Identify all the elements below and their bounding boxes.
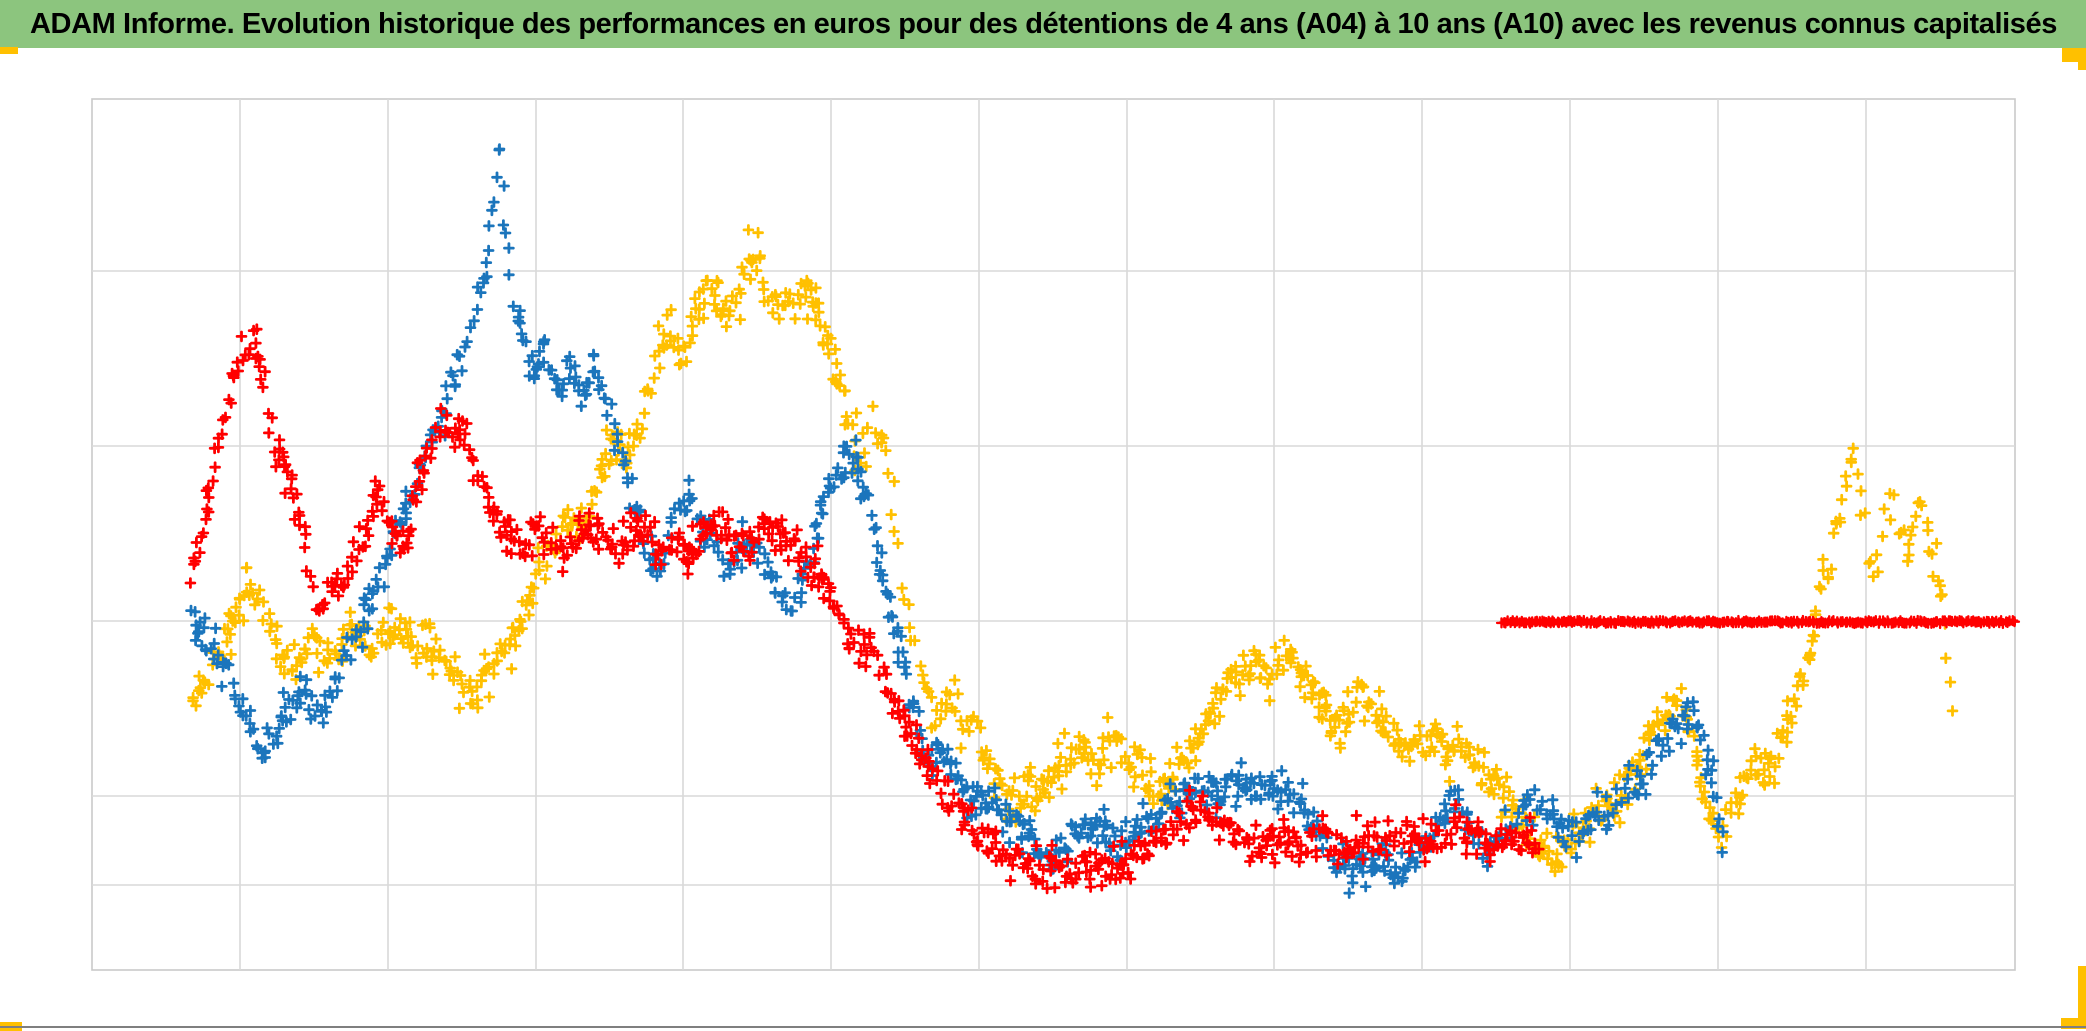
corner-accent-bottom-right-v <box>2078 966 2086 1022</box>
series-serie-or <box>187 224 1959 878</box>
bottom-border-rule <box>0 1026 2086 1028</box>
corner-accent-top-left <box>0 47 18 54</box>
corner-accent-top-right-v <box>2078 48 2086 70</box>
corner-accent-bottom-right-h <box>2061 1018 2086 1029</box>
series-serie-rouge <box>184 323 1545 895</box>
chart-title-bar: ADAM Informe. Evolution historique des p… <box>0 0 2086 48</box>
chart-title: ADAM Informe. Evolution historique des p… <box>30 7 2057 40</box>
